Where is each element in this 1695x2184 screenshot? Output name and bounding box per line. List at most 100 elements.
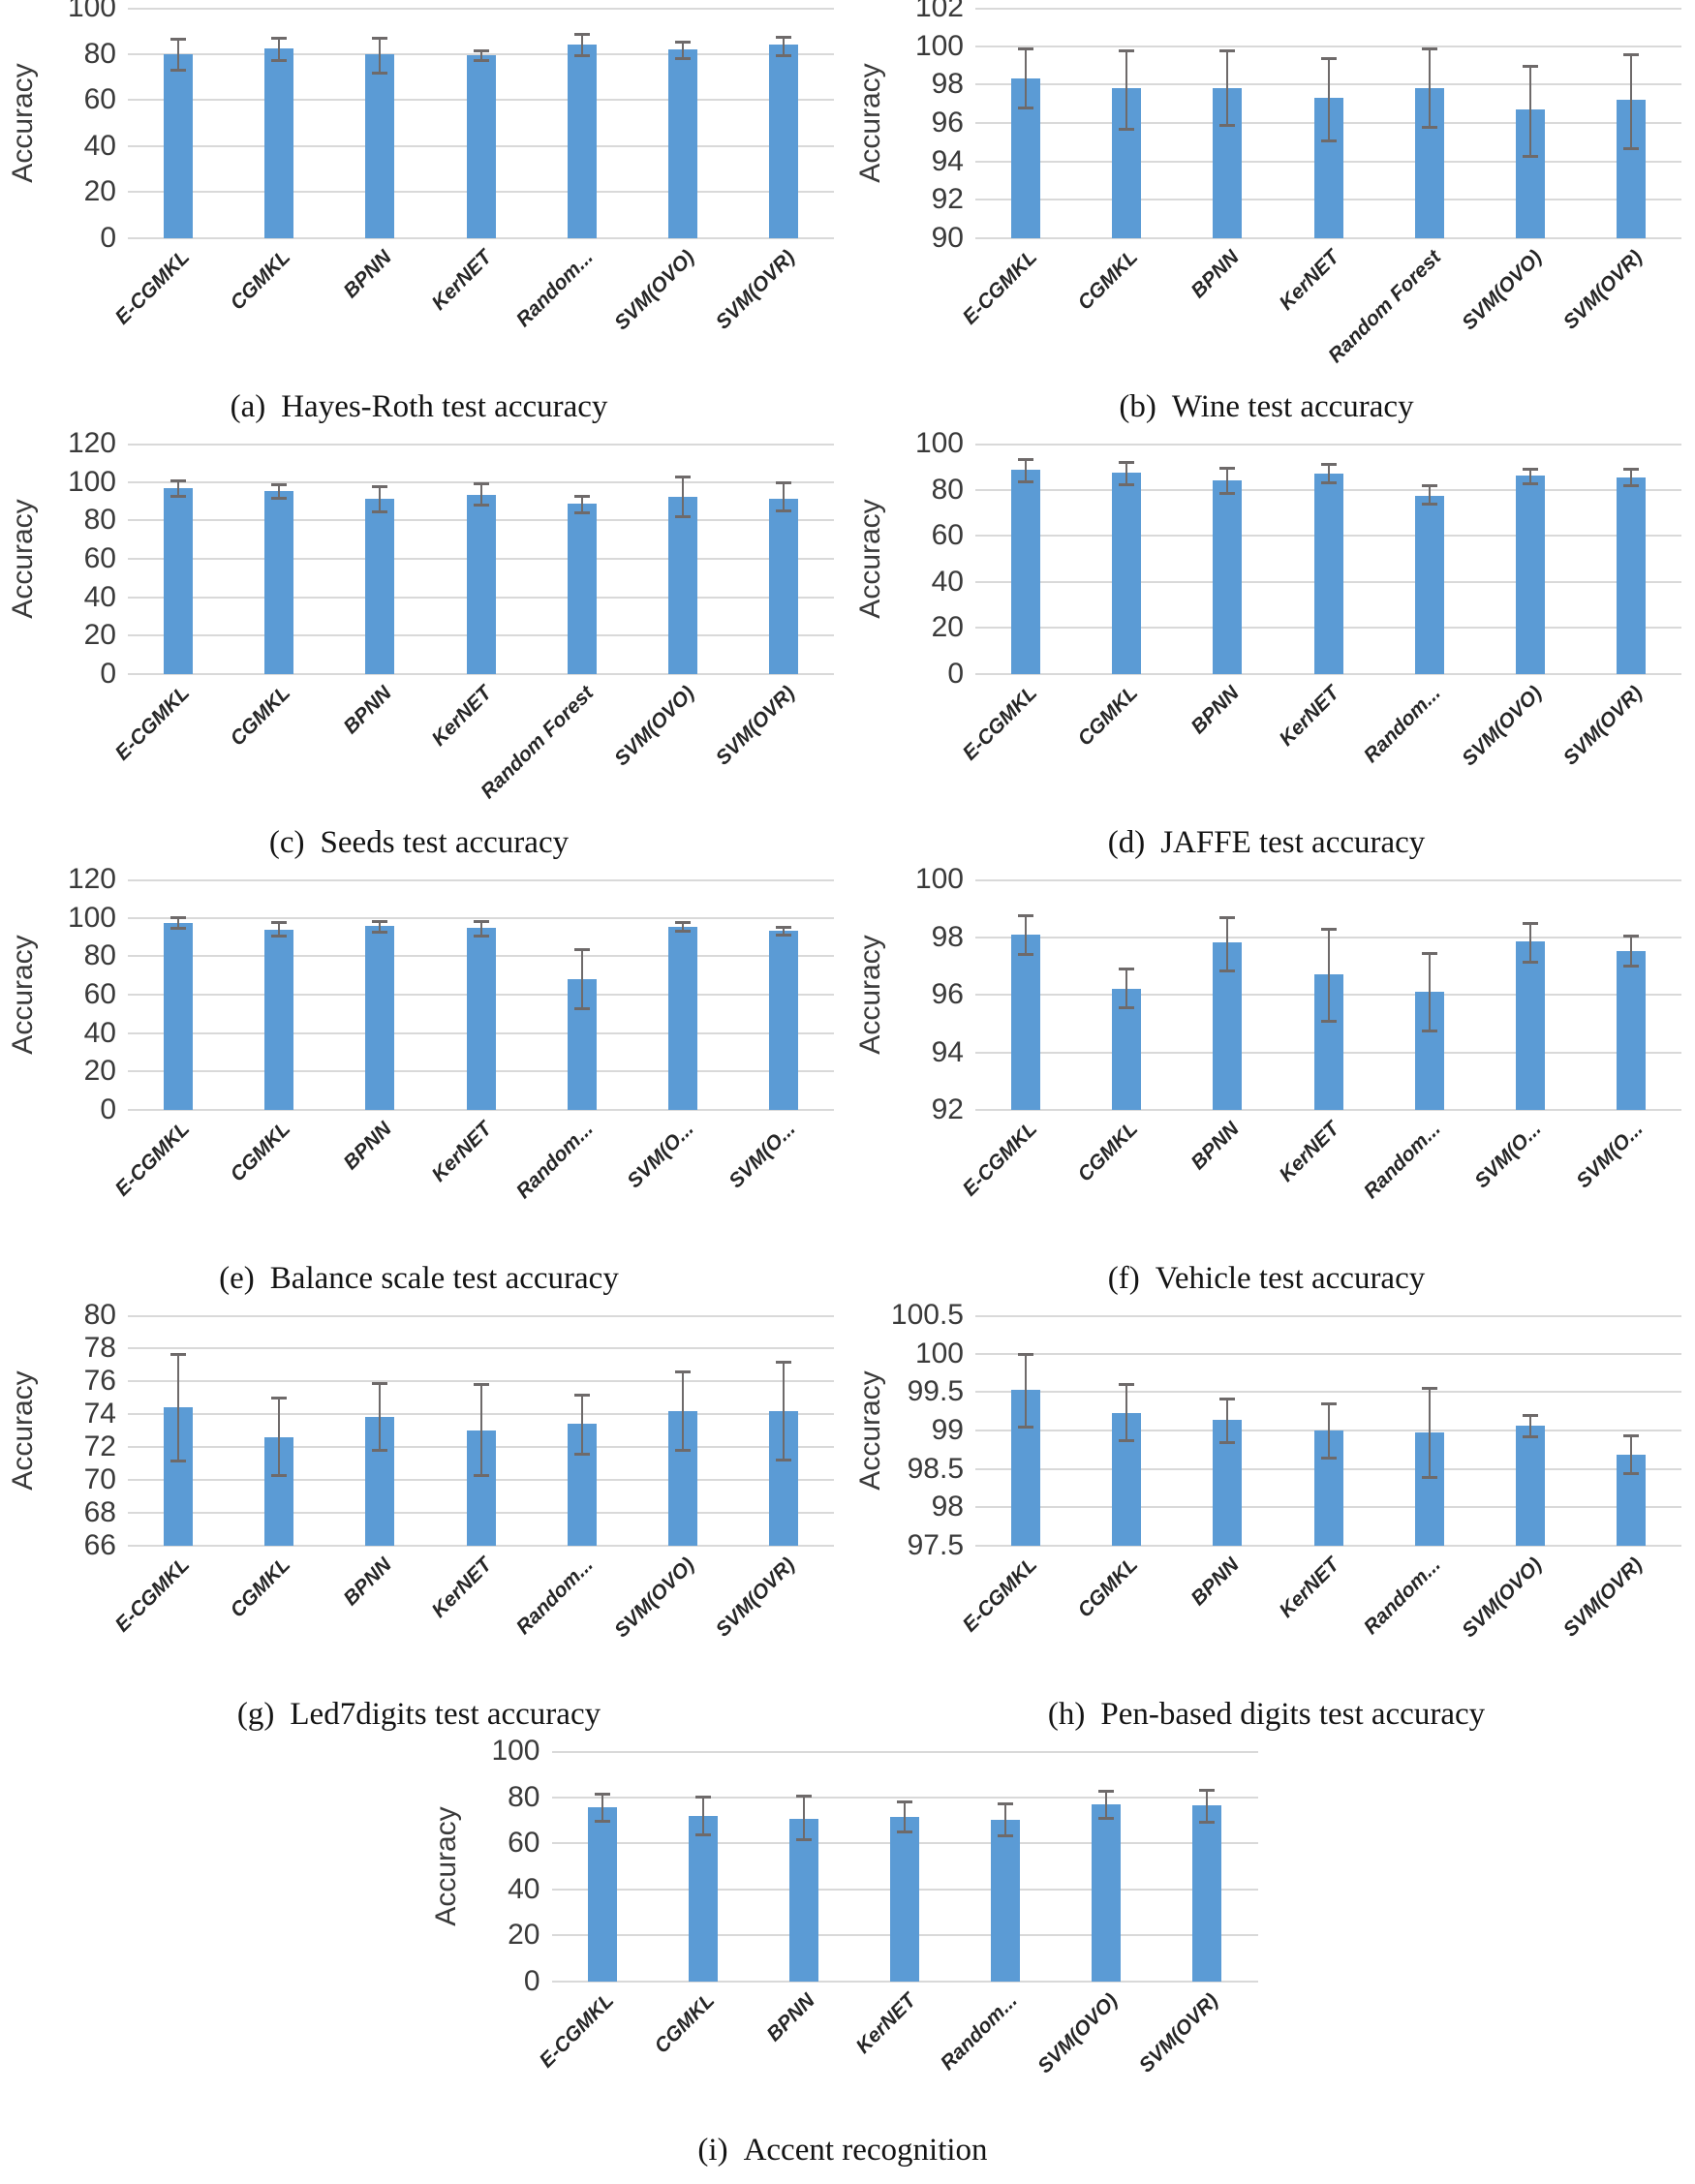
y-tick-label: 80 (508, 1780, 540, 1813)
y-tick-label: 72 (83, 1430, 116, 1462)
bar-KerNET (466, 494, 496, 674)
error-bar-cap-top (271, 1397, 288, 1400)
chart-seeds: Accuracy 0 20 40 60 80 100 120 E-CGMKL CGMKL BPN… (0, 427, 848, 868)
chart-body: Accuracy 97.5 98 98.5 99 99.5 100 100.5 (851, 1299, 1681, 1561)
error-bar-cap-top (1522, 1414, 1538, 1418)
error-bar-cap-bottom (372, 1449, 388, 1453)
bar-SVM(O... (768, 930, 798, 1110)
x-category-label: SVM(OVO) (1457, 682, 1547, 771)
y-tick-label: 120 (67, 863, 116, 895)
y-axis-title-text: Accuracy (853, 935, 886, 1055)
y-axis-title-text: Accuracy (6, 499, 39, 619)
x-category-label: SVM(O... (623, 1118, 699, 1193)
error-bar-cap-bottom (573, 1452, 590, 1456)
caption-index: (a) (230, 388, 266, 424)
bar-SVM(O... (1616, 951, 1646, 1110)
error-bar-cap-top (170, 916, 187, 920)
y-tick-label: 40 (83, 580, 116, 613)
error-bar-cap-bottom (674, 1448, 691, 1452)
plot-area (975, 879, 1681, 1111)
error-bar-cap-bottom (1320, 138, 1337, 142)
error-bar-cap-top (1622, 52, 1639, 56)
error-bar-cap-top (998, 1801, 1014, 1805)
bar-E-CGMKL (1011, 470, 1041, 674)
y-tick-label: 80 (83, 37, 116, 70)
x-category-label: KerNET (428, 1118, 497, 1186)
x-category-label: BPNN (339, 246, 396, 303)
y-axis-title-text: Accuracy (6, 1370, 39, 1491)
error-bar-cap-top (573, 1393, 590, 1397)
error-bar (379, 485, 382, 512)
x-category-label: SVM(OVR) (1558, 1553, 1648, 1642)
y-tick-label: 80 (83, 939, 116, 972)
bar-BPNN (1213, 480, 1243, 674)
x-category-label: SVM(O... (724, 1118, 800, 1193)
x-category-label: BPNN (1186, 1553, 1244, 1611)
bar-E-CGMKL (164, 53, 194, 238)
error-bar-cap-top (1018, 1352, 1034, 1356)
bar-E-CGMKL (587, 1806, 617, 1982)
gridline (975, 444, 1681, 446)
y-tick-label: 20 (931, 611, 964, 644)
x-category-label: KerNET (428, 1553, 497, 1622)
y-axis-title: Accuracy (851, 444, 886, 674)
error-bar-cap-bottom (674, 57, 691, 61)
gridline (128, 916, 834, 919)
x-category-label: Random... (1359, 1553, 1445, 1640)
error-bar (1629, 53, 1632, 148)
caption-text: Hayes-Roth test accuracy (281, 388, 608, 424)
x-category-label: E-CGMKL (110, 682, 195, 765)
error-bar-cap-bottom (271, 58, 288, 62)
y-tick-label: 98 (931, 68, 964, 101)
error-bar (479, 1383, 482, 1475)
gridline (128, 879, 834, 881)
caption-index: (c) (268, 824, 305, 860)
x-axis-labels: E-CGMKL CGMKL BPNN KerNET Random... SVM(OVO) S… (111, 238, 834, 382)
x-category-label: Random... (511, 1118, 598, 1204)
y-tick-label: 99.5 (907, 1375, 964, 1408)
error-bar-cap-top (674, 1369, 691, 1373)
chart-caption: (h) Pen-based digits test accuracy (851, 1689, 1681, 1739)
error-bar (782, 481, 785, 511)
chart-caption: (f) Vehicle test accuracy (851, 1253, 1681, 1304)
error-bar-cap-bottom (694, 1832, 711, 1836)
x-category-label: BPNN (339, 1118, 396, 1175)
error-bar-cap-top (1098, 1790, 1115, 1794)
x-category-label: BPNN (339, 682, 396, 739)
error-bar (782, 926, 785, 935)
y-tick-label: 40 (931, 565, 964, 598)
error-bar-cap-bottom (1421, 1030, 1437, 1033)
error-bar-cap-bottom (1320, 481, 1337, 485)
error-bar (1428, 484, 1431, 505)
x-category-label: SVM(OVO) (1033, 1989, 1123, 2078)
error-bar (1226, 1398, 1229, 1442)
x-category-label: SVM(OVO) (1457, 246, 1547, 335)
chart-caption: (g) Led7digits test accuracy (4, 1689, 834, 1739)
error-bar (580, 34, 583, 55)
error-bar (1025, 458, 1028, 482)
y-axis-title: Accuracy (851, 1315, 886, 1546)
error-bar-cap-top (1219, 48, 1236, 52)
error-bar-cap-bottom (1199, 1820, 1216, 1824)
error-bar-cap-top (1119, 48, 1135, 52)
bar-SVM(OVR) (768, 45, 798, 238)
y-tick-label: 100 (491, 1735, 540, 1767)
plot-area (975, 8, 1681, 239)
caption-text: Accent recognition (743, 2132, 988, 2168)
error-bar-cap-top (1219, 1397, 1236, 1400)
error-bar-cap-top (372, 920, 388, 924)
error-bar-cap-top (674, 921, 691, 925)
error-bar (1327, 464, 1330, 483)
error-bar-cap-bottom (1522, 1434, 1538, 1438)
error-bar-cap-bottom (1018, 480, 1034, 484)
gridline (128, 673, 834, 675)
gridline (975, 1391, 1681, 1394)
y-tick-label: 0 (947, 658, 964, 690)
y-axis-title: Accuracy (4, 8, 39, 238)
y-axis-title-text: Accuracy (853, 499, 886, 619)
error-bar-cap-bottom (795, 1838, 812, 1842)
error-bar-cap-top (1018, 46, 1034, 50)
x-category-label: KerNET (1276, 1118, 1344, 1186)
y-tick-label: 100.5 (890, 1299, 964, 1331)
x-category-label: E-CGMKL (110, 1118, 195, 1201)
